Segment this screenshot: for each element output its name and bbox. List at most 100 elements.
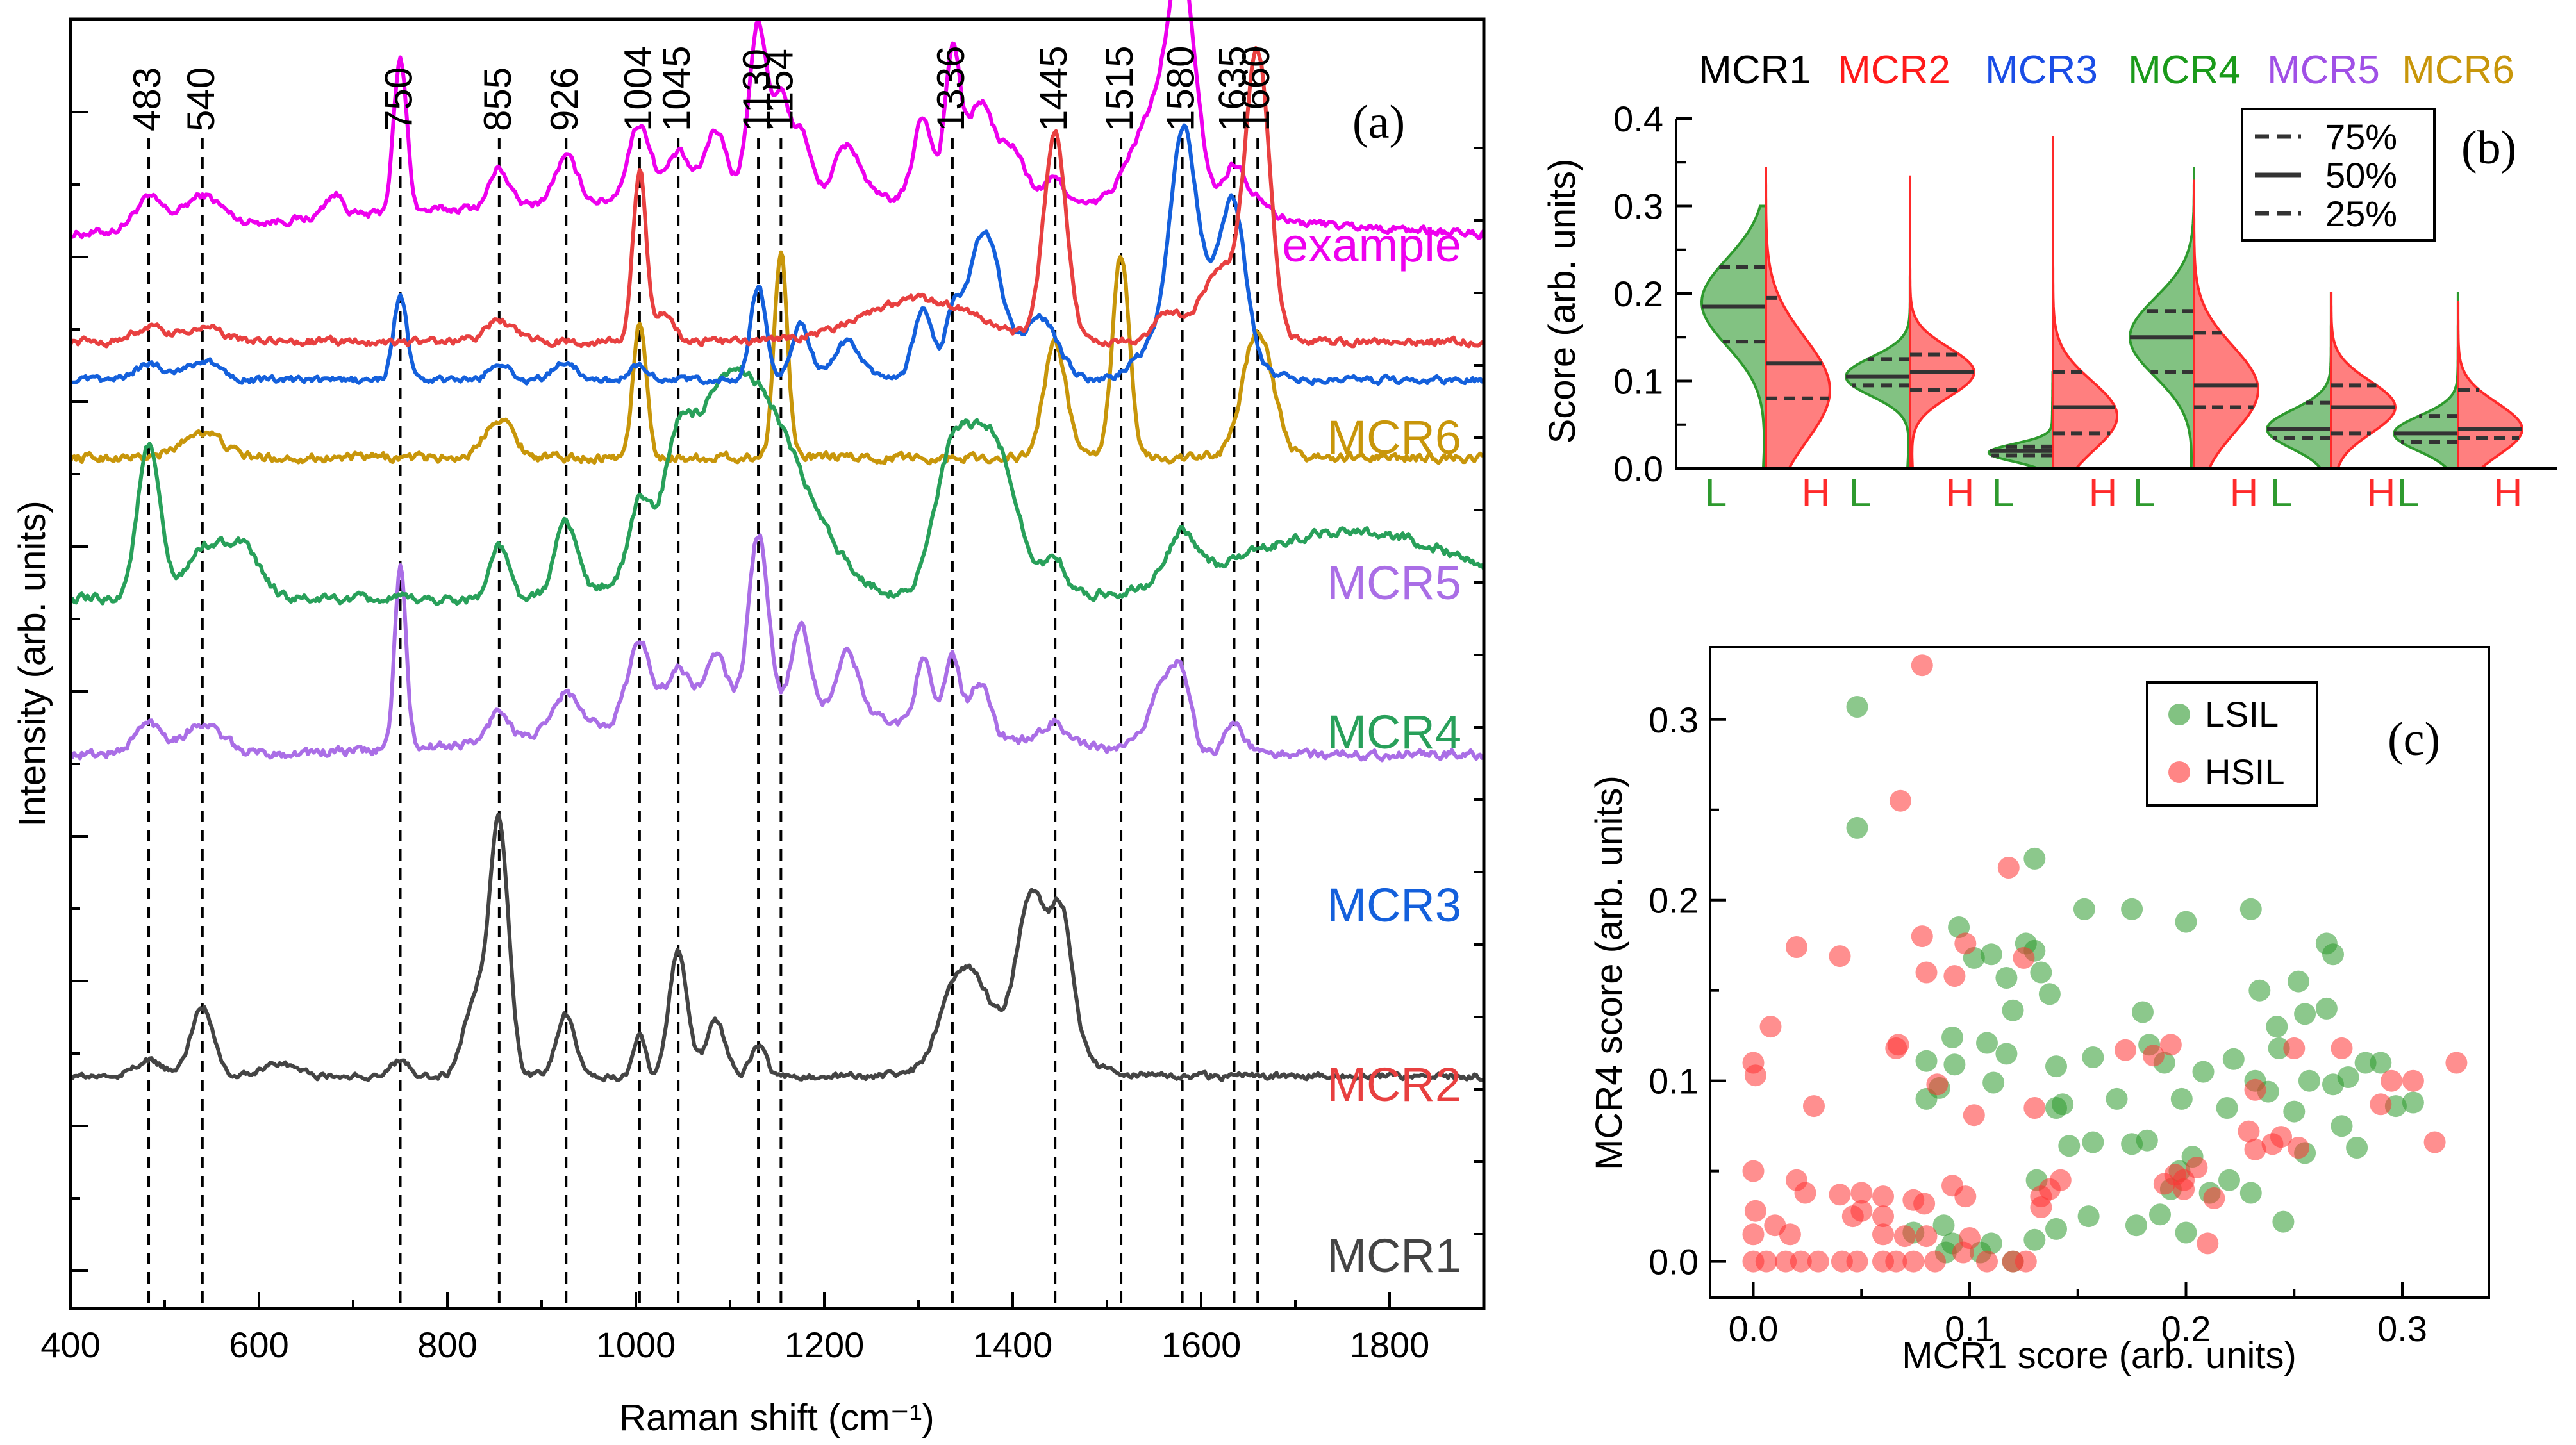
x-tick-label: 600 [229,1325,288,1365]
peak-label-1515: 1515 [1098,46,1141,131]
point-lsil [1980,943,2002,966]
point-lsil [1982,1071,2005,1094]
point-hsil [1924,1250,1946,1273]
series-label-mcr2: MCR2 [1327,1058,1461,1111]
point-lsil [1846,696,1868,718]
point-hsil [1786,936,1807,958]
point-hsil [1997,857,2020,879]
point-hsil [1755,1250,1777,1273]
point-hsil [1846,1250,1868,1273]
group-title-mcr6: MCR6 [2402,48,2514,92]
point-lsil [2058,1135,2081,1157]
l-label-mcr5: L [2270,471,2292,515]
panel-b-y-axis: 0.0 0.1 0.2 0.3 0.4 [1613,99,1692,489]
legend-lsil-label: LSIL [2205,694,2279,734]
point-hsil [1850,1182,1873,1204]
point-hsil [2288,1137,2309,1159]
panel-c-x-axis-title: MCR1 score (arb. units) [1902,1335,2297,1376]
legend-75-label: 75% [2325,117,2397,157]
point-hsil [2370,1093,2392,1116]
group-title-mcr5: MCR5 [2267,48,2380,92]
x-tick-label: 1600 [1161,1325,1242,1365]
violin-mcr6-h [2457,300,2524,470]
panel-c-y-axis-title: MCR4 score (arb. units) [1588,775,1630,1170]
point-lsil [1995,967,2018,989]
panel-b-label: (b) [2461,122,2516,174]
violin-mcr3-h [2052,136,2119,470]
peak-label-855: 855 [476,67,519,131]
point-lsil [2288,970,2309,993]
point-lsil [2121,898,2143,920]
violin-mcr4-l [2128,167,2195,470]
point-hsil [2445,1052,2468,1074]
point-hsil [2261,1133,2284,1155]
point-hsil [2197,1232,2219,1255]
point-lsil [2132,1001,2154,1023]
point-lsil [2023,1228,2046,1251]
point-lsil [2402,1091,2424,1114]
peak-label-1130: 1130 [735,49,778,131]
legend-50-label: 50% [2325,155,2397,195]
x-tick-label: 0.3 [2377,1309,2427,1349]
peak-label-750: 750 [378,67,420,131]
panel-a-y-axis-title: Intensity (arb. units) [12,500,53,827]
panel-a-y-ticks [71,111,1484,1272]
point-hsil [1841,1205,1864,1228]
point-lsil [1932,1214,1955,1237]
point-lsil [2106,1087,2128,1110]
panel-a-x-axis: 400 600 800 1000 1200 1400 1600 1800 [40,1292,1485,1365]
point-hsil [1926,1073,1949,1096]
h-label-mcr2: H [1946,471,1975,515]
spectrum-line-mcr5 [70,533,1484,763]
point-hsil [1954,1185,1977,1208]
point-hsil [1803,1095,1825,1118]
x-tick-label: 1800 [1350,1325,1430,1365]
panel-b-legend: 75% 50% 25% [2241,108,2436,242]
point-hsil [1831,1250,1853,1273]
panel-b: 0.0 0.1 0.2 0.3 0.4 MCR1 MCR2 MCR3 MCR4 MCR5 MCR6… [1541,48,2557,515]
point-hsil [1963,1104,1985,1127]
point-lsil [1995,1043,2018,1065]
point-hsil [1952,1241,1974,1264]
peak-label-1445: 1445 [1032,46,1075,131]
point-lsil [2002,999,2024,1021]
y-tick-label: 0.2 [1649,880,1699,921]
peak-label-926: 926 [543,67,586,131]
point-hsil [2402,1069,2424,1092]
peak-label-1660: 1660 [1234,46,1277,131]
point-lsil [1846,816,1868,839]
point-lsil [2268,1037,2290,1059]
peak-label-1004: 1004 [617,46,660,131]
violin-mcr1-h [1765,167,1832,470]
y-tick-label: 0.3 [1649,700,1699,740]
x-tick-label: 400 [40,1325,100,1365]
y-tick-label: 0.3 [1613,186,1663,227]
point-lsil [2192,1061,2215,1083]
point-lsil [2023,847,2046,870]
x-tick-label: 1000 [596,1325,676,1365]
point-lsil [2216,1097,2238,1119]
spectrum-line-mcr6 [69,250,1484,466]
point-hsil [2115,1039,2136,1061]
series-label-mcr3: MCR3 [1327,879,1461,932]
h-label-mcr4: H [2230,471,2259,515]
y-tick-label: 0.4 [1613,99,1663,139]
panel-c-y-axis: 0.0 0.1 0.2 0.3 [1649,700,1726,1282]
point-lsil [2239,898,2262,920]
l-label-mcr1: L [1705,471,1727,515]
point-lsil [2322,1073,2344,1096]
point-hsil [1779,1223,1801,1246]
point-hsil [1911,654,1933,677]
point-lsil [2248,979,2271,1002]
point-hsil [2238,1120,2260,1143]
point-hsil [2023,1097,2046,1119]
peak-label-483: 483 [126,67,169,131]
point-hsil [1872,1223,1894,1246]
point-hsil [1890,789,1911,812]
point-lsil [2218,1169,2240,1191]
point-lsil [2294,1003,2316,1025]
violin-mcr4-h [2193,179,2260,470]
point-lsil [2077,1205,2100,1228]
point-hsil [1885,1037,1907,1059]
